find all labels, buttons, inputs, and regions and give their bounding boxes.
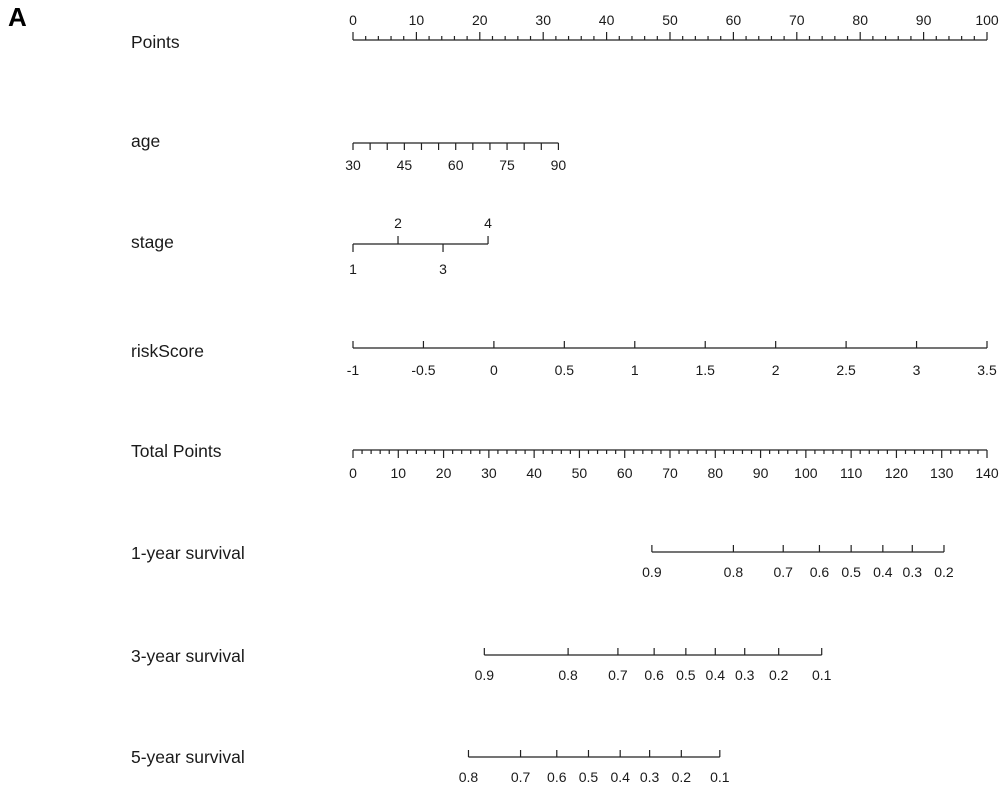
tick-label-surv5: 0.4 xyxy=(610,769,630,785)
tick-label-points: 0 xyxy=(349,12,357,28)
tick-label-surv3: 0.6 xyxy=(644,667,664,683)
tick-label-riskScore: 1.5 xyxy=(695,362,715,378)
row-label-surv5: 5-year survival xyxy=(131,747,245,767)
row-label-surv1: 1-year survival xyxy=(131,543,245,563)
tick-label-surv5: 0.3 xyxy=(640,769,660,785)
row-label-total: Total Points xyxy=(131,441,222,461)
tick-label-points: 70 xyxy=(789,12,805,28)
tick-label-surv3: 0.1 xyxy=(812,667,832,683)
tick-label-points: 100 xyxy=(975,12,999,28)
tick-label-surv5: 0.5 xyxy=(579,769,599,785)
tick-label-total: 60 xyxy=(617,465,633,481)
tick-label-surv5: 0.2 xyxy=(672,769,692,785)
tick-label-surv5: 0.6 xyxy=(547,769,567,785)
tick-label-total: 120 xyxy=(885,465,909,481)
tick-label-total: 100 xyxy=(794,465,818,481)
tick-label-total: 70 xyxy=(662,465,678,481)
tick-label-stage: 4 xyxy=(484,215,492,231)
panel-label: A xyxy=(8,2,27,32)
tick-label-riskScore: 2 xyxy=(772,362,780,378)
tick-label-points: 90 xyxy=(916,12,932,28)
tick-label-riskScore: 3.5 xyxy=(977,362,997,378)
tick-label-points: 50 xyxy=(662,12,678,28)
tick-label-age: 75 xyxy=(499,157,515,173)
tick-label-surv1: 0.6 xyxy=(810,564,830,580)
tick-label-total: 130 xyxy=(930,465,954,481)
tick-label-riskScore: 0 xyxy=(490,362,498,378)
tick-label-riskScore: 2.5 xyxy=(836,362,856,378)
tick-label-surv5: 0.8 xyxy=(459,769,479,785)
tick-label-total: 30 xyxy=(481,465,497,481)
tick-label-surv1: 0.3 xyxy=(903,564,923,580)
tick-label-surv1: 0.5 xyxy=(841,564,861,580)
row-label-surv3: 3-year survival xyxy=(131,646,245,666)
tick-label-surv3: 0.8 xyxy=(558,667,578,683)
tick-label-surv1: 0.4 xyxy=(873,564,893,580)
tick-label-age: 45 xyxy=(397,157,413,173)
tick-label-total: 80 xyxy=(707,465,723,481)
row-label-points: Points xyxy=(131,32,180,52)
tick-label-riskScore: -0.5 xyxy=(411,362,435,378)
tick-label-surv3: 0.5 xyxy=(676,667,696,683)
tick-label-surv1: 0.7 xyxy=(773,564,793,580)
tick-label-points: 10 xyxy=(409,12,425,28)
tick-label-points: 60 xyxy=(726,12,742,28)
tick-label-surv3: 0.4 xyxy=(706,667,726,683)
tick-label-total: 40 xyxy=(526,465,542,481)
row-label-stage: stage xyxy=(131,232,174,252)
tick-label-surv3: 0.2 xyxy=(769,667,789,683)
row-label-riskScore: riskScore xyxy=(131,341,204,361)
tick-label-stage: 3 xyxy=(439,261,447,277)
tick-label-points: 30 xyxy=(535,12,551,28)
tick-label-surv3: 0.9 xyxy=(475,667,495,683)
tick-label-surv3: 0.7 xyxy=(608,667,628,683)
tick-label-total: 10 xyxy=(390,465,406,481)
tick-label-total: 0 xyxy=(349,465,357,481)
tick-label-total: 140 xyxy=(975,465,999,481)
tick-label-total: 110 xyxy=(840,465,863,481)
tick-label-total: 50 xyxy=(572,465,588,481)
tick-label-points: 20 xyxy=(472,12,488,28)
tick-label-riskScore: -1 xyxy=(347,362,360,378)
tick-label-stage: 1 xyxy=(349,261,357,277)
tick-label-total: 20 xyxy=(436,465,452,481)
tick-label-surv1: 0.2 xyxy=(934,564,954,580)
tick-label-surv3: 0.3 xyxy=(735,667,755,683)
tick-label-points: 40 xyxy=(599,12,615,28)
tick-label-surv5: 0.1 xyxy=(710,769,730,785)
tick-label-points: 80 xyxy=(852,12,868,28)
tick-label-surv5: 0.7 xyxy=(511,769,531,785)
tick-label-total: 90 xyxy=(753,465,769,481)
tick-label-age: 30 xyxy=(345,157,361,173)
tick-label-surv1: 0.9 xyxy=(642,564,662,580)
row-label-age: age xyxy=(131,131,160,151)
tick-label-surv1: 0.8 xyxy=(724,564,744,580)
tick-label-age: 90 xyxy=(551,157,567,173)
tick-label-riskScore: 1 xyxy=(631,362,639,378)
tick-label-age: 60 xyxy=(448,157,464,173)
tick-label-riskScore: 0.5 xyxy=(555,362,575,378)
tick-label-stage: 2 xyxy=(394,215,402,231)
tick-label-riskScore: 3 xyxy=(913,362,921,378)
